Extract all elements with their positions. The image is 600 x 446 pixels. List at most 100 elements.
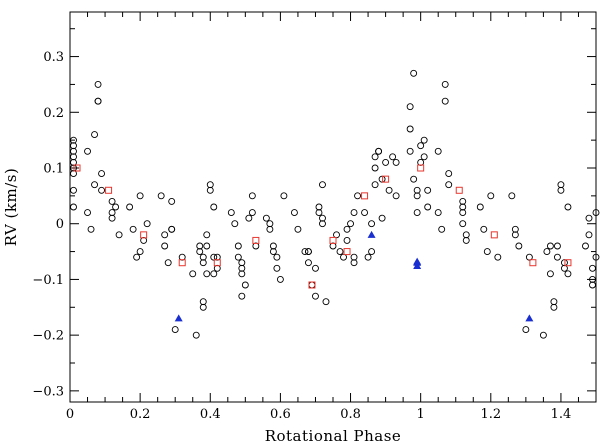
circle-point [441,80,449,88]
circle-point [459,197,467,205]
y-tick-label: 0.3 [43,50,64,65]
circle-point [203,270,211,278]
circle-point [459,220,467,228]
square-point [329,236,337,244]
circle-point [483,248,491,256]
circle-point [441,97,449,105]
circle-point [487,192,495,200]
circle-point [564,203,572,211]
circle-point [361,209,369,217]
square-point [361,192,369,200]
circle-point [525,253,533,261]
circle-point [582,242,589,250]
circle-point [196,242,204,250]
circle-point [560,264,568,272]
square-point [73,164,81,172]
triangle-point [525,314,534,322]
circle-point [550,303,558,311]
circle-point [364,253,372,261]
circle-point [312,292,319,300]
circle-point [413,209,421,217]
circle-point [413,186,421,194]
circle-point [161,231,169,239]
circle-point [301,248,309,256]
circle-point [262,214,270,222]
circle-point [347,220,354,228]
circle-point [133,253,141,261]
triangle-point [413,257,422,265]
circle-point [508,192,516,200]
circle-point [70,147,77,155]
circle-point [161,242,169,250]
circle-point [417,142,425,150]
circle-point [241,281,249,289]
circle-point [589,281,596,289]
circle-point [312,264,319,272]
circle-point [206,181,214,189]
circle-point [308,281,316,289]
circle-point [234,253,242,261]
circle-point [238,292,246,300]
circle-point [420,153,428,161]
circle-point [543,248,551,256]
circle-point [269,248,277,256]
circle-point [136,192,144,200]
data-points [70,69,600,339]
circle-point [459,209,467,217]
circle-point [343,225,351,233]
x-tick-label: 1.4 [551,407,572,422]
circle-point [406,147,414,155]
circle-point [434,209,442,217]
triangle-point [174,314,183,322]
square-point [343,248,351,256]
circle-point [410,175,418,183]
circle-point [592,253,600,261]
circle-point [108,197,116,205]
circle-point [266,220,274,228]
y-tick-label: 0.2 [43,106,64,121]
circle-point [70,203,77,211]
circle-point [290,209,298,217]
circle-point [143,220,151,228]
circle-point [546,242,554,250]
square-point [105,186,113,194]
plot-frame [69,11,597,403]
circle-point [319,181,326,189]
circle-point [248,209,256,217]
circle-point [564,270,572,278]
circle-point [406,125,414,133]
circle-point [319,220,326,228]
circle-point [392,192,400,200]
circle-point [70,153,77,161]
circle-point [168,225,176,233]
circle-point [368,248,376,256]
circle-point [238,264,246,272]
circle-point [445,181,453,189]
circle-point [410,69,418,77]
circle-point [462,231,470,239]
circle-point [168,197,176,205]
circle-point [126,203,134,211]
circle-point [91,131,98,139]
circle-point [476,203,484,211]
circle-point [199,298,207,306]
circle-point [94,97,102,105]
circle-point [129,225,137,233]
circle-point [494,253,502,261]
square-point [178,259,186,267]
circle-point [413,192,421,200]
square-point [140,231,148,239]
circle-point [248,192,256,200]
square-point [382,175,390,183]
circle-point [343,236,351,244]
circle-point [585,231,593,239]
circle-point [333,231,340,239]
circle-point [94,80,102,88]
circle-point [350,259,358,267]
circle-point [199,303,207,311]
circle-point [445,170,453,178]
x-axis-ticks: 0 0.2 0.4 0.6 0.8 1 1.2 1.4 [66,12,597,422]
circle-point [322,298,330,306]
circle-point [238,259,246,267]
circle-point [511,231,519,239]
